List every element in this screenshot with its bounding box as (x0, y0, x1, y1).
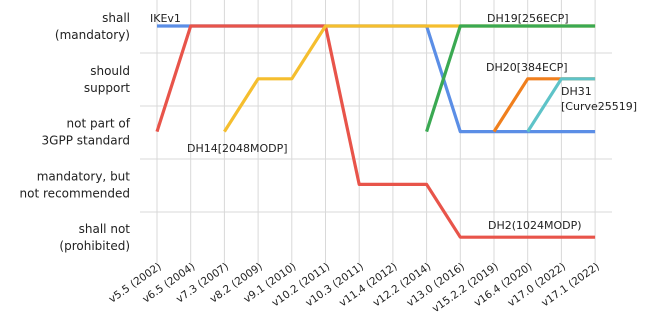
series-line-3 (425, 24, 596, 133)
series-line-5 (526, 77, 596, 133)
series-label-2: DH14[2048MODP] (187, 142, 288, 155)
series-line-1 (155, 24, 596, 239)
series-label-4: DH20[384ECP] (486, 61, 568, 74)
series-label-3: DH19[256ECP] (487, 12, 569, 25)
y-axis-labels: shall not (prohibited) mandatory, but not r… (20, 11, 131, 253)
series-label-1: DH2(1024MODP) (488, 219, 582, 232)
y-level-label-2: not part of 3GPP standard (42, 117, 131, 148)
series-label-0: IKEv1 (150, 12, 181, 25)
y-level-label-0: shall not (prohibited) (59, 222, 130, 253)
y-level-label-1: mandatory, but not recommended (20, 169, 131, 200)
series-label-5: DH31 [Curve25519] (561, 85, 637, 113)
x-axis-labels: v5.5 (2002)v6.5 (2004)v7.3 (2007)v8.2 (2… (107, 261, 602, 315)
series-lines (155, 24, 596, 239)
series-labels: IKEv1 DH2(1024MODP) DH14[2048MODP] DH19[256… (150, 12, 637, 232)
y-level-label-3: should support (84, 64, 130, 95)
x-tick-label-13: v17.1 (2022) (539, 261, 601, 310)
y-level-label-4: shall (mandatory) (55, 11, 130, 42)
